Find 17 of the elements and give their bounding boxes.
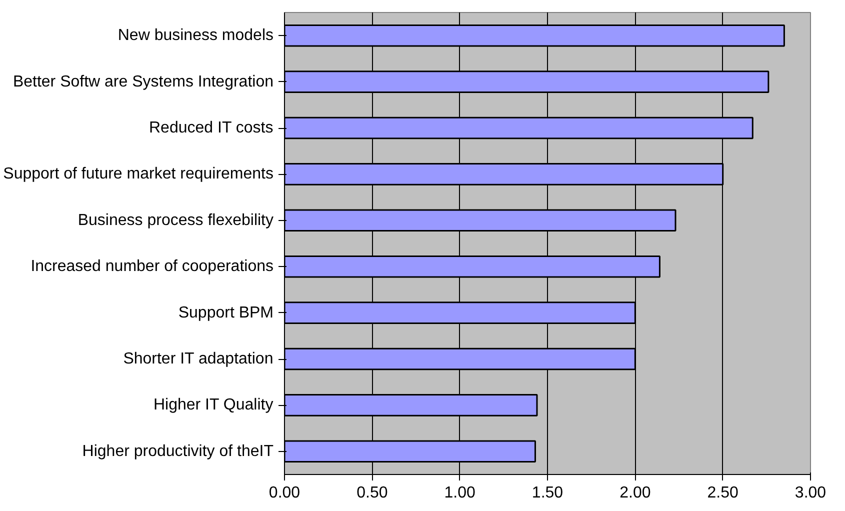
y-tick-label: Shorter IT adaptation <box>123 350 274 368</box>
y-tick-label: Higher IT Quality <box>153 396 274 414</box>
x-tick-label: 1.00 <box>444 484 476 502</box>
x-tick-label: 0.50 <box>356 484 388 502</box>
y-tick-label: Business process flexebility <box>78 212 274 229</box>
y-tick-label: Higher productivity of theIT <box>82 442 274 460</box>
y-tick-label: Better Softw are Systems Integration <box>12 73 274 90</box>
y-tick-label: New business models <box>118 27 274 44</box>
x-tick-label: 1.50 <box>532 484 564 502</box>
y-tick-label: Increased number of cooperations <box>30 258 274 276</box>
x-tick-label: 3.00 <box>794 484 826 502</box>
x-tick-label: 0.00 <box>268 484 300 502</box>
y-tick-label: Support of future market requirements <box>3 166 274 183</box>
y-tick-label: Reduced IT costs <box>149 120 274 136</box>
x-tick-label: 2.00 <box>620 484 651 502</box>
x-tick-label: 2.50 <box>707 484 739 502</box>
y-tick-label: Support BPM <box>178 304 274 322</box>
